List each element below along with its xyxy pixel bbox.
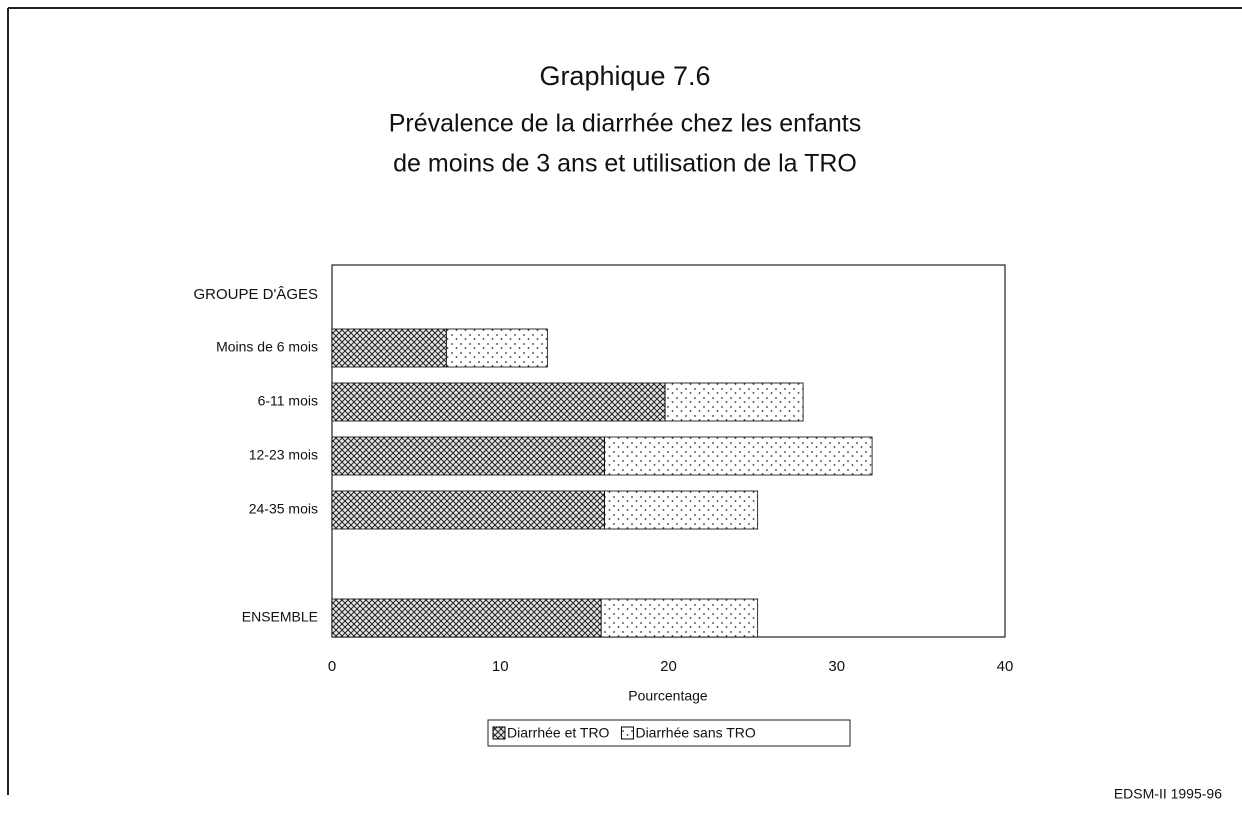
bar-segment [604,436,873,476]
chart-subtitle: de moins de 3 ans et utilisation de la T… [393,150,857,178]
x-tick-label: 0 [328,658,336,675]
bar-segment [331,382,666,422]
y-tick-label: 6-11 mois [258,393,318,409]
y-tick-label: ENSEMBLE [242,609,318,625]
y-tick-label: Moins de 6 mois [216,339,318,355]
y-tick-label: 12-23 mois [249,447,318,463]
bar-segment [446,328,548,368]
legend-swatch [620,726,634,740]
bar-segment [604,490,759,530]
legend-label: Diarrhée sans TRO [635,725,755,741]
legend-box [487,719,851,747]
x-tick-label: 10 [492,658,509,675]
legend-label: Diarrhée et TRO [507,725,610,741]
chart-title: Graphique 7.6 [539,61,710,91]
legend-swatch [492,726,506,740]
bar-segment [664,382,804,422]
x-tick-label: 40 [997,658,1014,675]
x-tick-label: 30 [828,658,845,675]
bar-segment [600,598,759,638]
chart-subtitle: Prévalence de la diarrhée chez les enfan… [389,110,862,138]
x-tick-label: 20 [660,658,677,675]
bar-segment [331,436,605,476]
bar-segment [331,328,447,368]
source-note: EDSM-II 1995-96 [1114,786,1222,802]
bar-segment [331,490,605,530]
y-tick-label: 24-35 mois [249,501,318,517]
y-axis-label: GROUPE D'ÂGES [193,286,318,303]
bar-segment [331,598,602,638]
x-axis-label: Pourcentage [628,688,708,704]
